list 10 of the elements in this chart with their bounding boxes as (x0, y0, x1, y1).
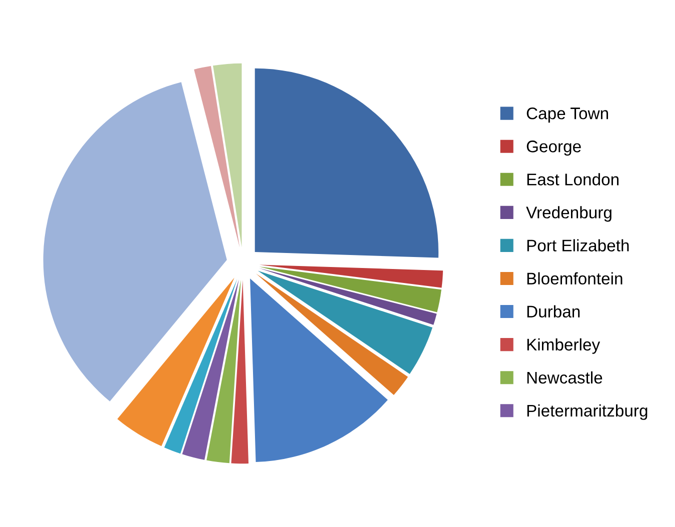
legend-label: George (526, 140, 581, 156)
legend-label: Durban (527, 305, 580, 318)
legend-label: Vredenburg (526, 206, 612, 222)
legend-label: Cape Town (526, 108, 608, 123)
legend-label: Pietermaritzburg (527, 404, 648, 420)
legend-label: East London (527, 173, 619, 186)
legend-label: Kimberley (527, 338, 600, 354)
legend-label: Newcastle (527, 371, 602, 384)
legend-label: Port Elizabeth (527, 239, 629, 252)
legend-label: Bloemfontein (527, 272, 622, 284)
